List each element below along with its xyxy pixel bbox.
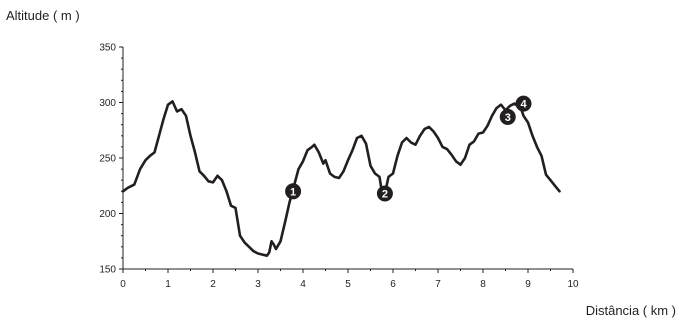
marker-4-circle <box>515 95 532 112</box>
x-tick-label: 0 <box>120 279 126 290</box>
x-tick-label: 1 <box>165 279 171 290</box>
y-tick-label: 150 <box>99 265 116 276</box>
y-tick-label: 300 <box>99 98 116 109</box>
y-tick-label: 200 <box>99 209 116 220</box>
x-tick-label: 10 <box>567 279 579 290</box>
y-axis-label: Altitude ( m ) <box>6 8 80 23</box>
y-tick-label: 350 <box>99 43 116 54</box>
markers-group: 1 2 34 <box>285 95 532 202</box>
x-tick-label: 2 <box>210 279 216 290</box>
marker-2-circle <box>376 185 393 202</box>
marker-2-label: 2 <box>382 189 388 201</box>
marker-1-label: 1 <box>290 186 296 198</box>
x-tick-label: 3 <box>255 279 261 290</box>
marker-3-label: 3 <box>505 112 511 124</box>
marker-4-label: 4 <box>520 99 527 111</box>
x-axis-label: Distância ( km ) <box>586 303 676 318</box>
x-tick-label: 8 <box>480 279 486 290</box>
series-group <box>121 100 561 257</box>
marker-1-circle <box>285 183 302 200</box>
x-tick-label: 9 <box>525 279 531 290</box>
x-tick-label: 7 <box>435 279 441 290</box>
x-tick-label: 4 <box>300 279 306 290</box>
marker-3-circle <box>499 108 516 125</box>
y-tick-label: 250 <box>99 154 116 165</box>
altitude-line <box>121 100 561 257</box>
x-tick-label: 6 <box>390 279 396 290</box>
x-tick-label: 5 <box>345 279 351 290</box>
